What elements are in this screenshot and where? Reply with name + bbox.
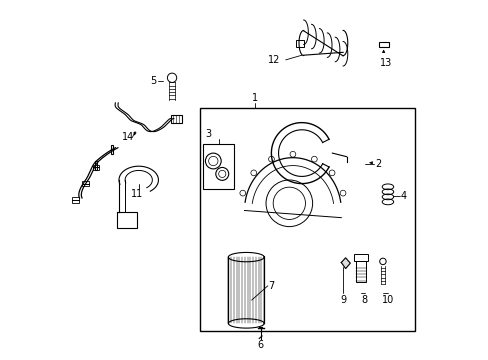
Text: 7: 7 <box>267 281 273 291</box>
Text: 14: 14 <box>122 132 134 141</box>
Bar <box>353 254 367 261</box>
Bar <box>199 108 414 330</box>
Text: 3: 3 <box>205 129 211 139</box>
Text: 2: 2 <box>375 159 381 169</box>
Text: 11: 11 <box>130 189 143 199</box>
Bar <box>82 181 88 186</box>
Bar <box>203 144 233 189</box>
Bar <box>93 165 99 170</box>
Bar <box>94 161 97 170</box>
Text: 6: 6 <box>257 340 263 350</box>
Text: 5: 5 <box>150 76 156 86</box>
Polygon shape <box>341 258 349 269</box>
Bar <box>117 212 137 228</box>
Text: 12: 12 <box>267 55 280 65</box>
Text: 4: 4 <box>400 191 406 201</box>
Bar <box>355 261 366 282</box>
Bar <box>72 197 79 203</box>
Text: 13: 13 <box>379 58 391 68</box>
Text: 9: 9 <box>339 295 346 305</box>
Text: 10: 10 <box>381 295 393 305</box>
Bar <box>296 40 304 46</box>
Text: 1: 1 <box>252 93 258 103</box>
Bar <box>171 115 182 123</box>
Bar <box>378 42 388 46</box>
Bar <box>110 145 113 154</box>
Text: 8: 8 <box>361 295 367 305</box>
